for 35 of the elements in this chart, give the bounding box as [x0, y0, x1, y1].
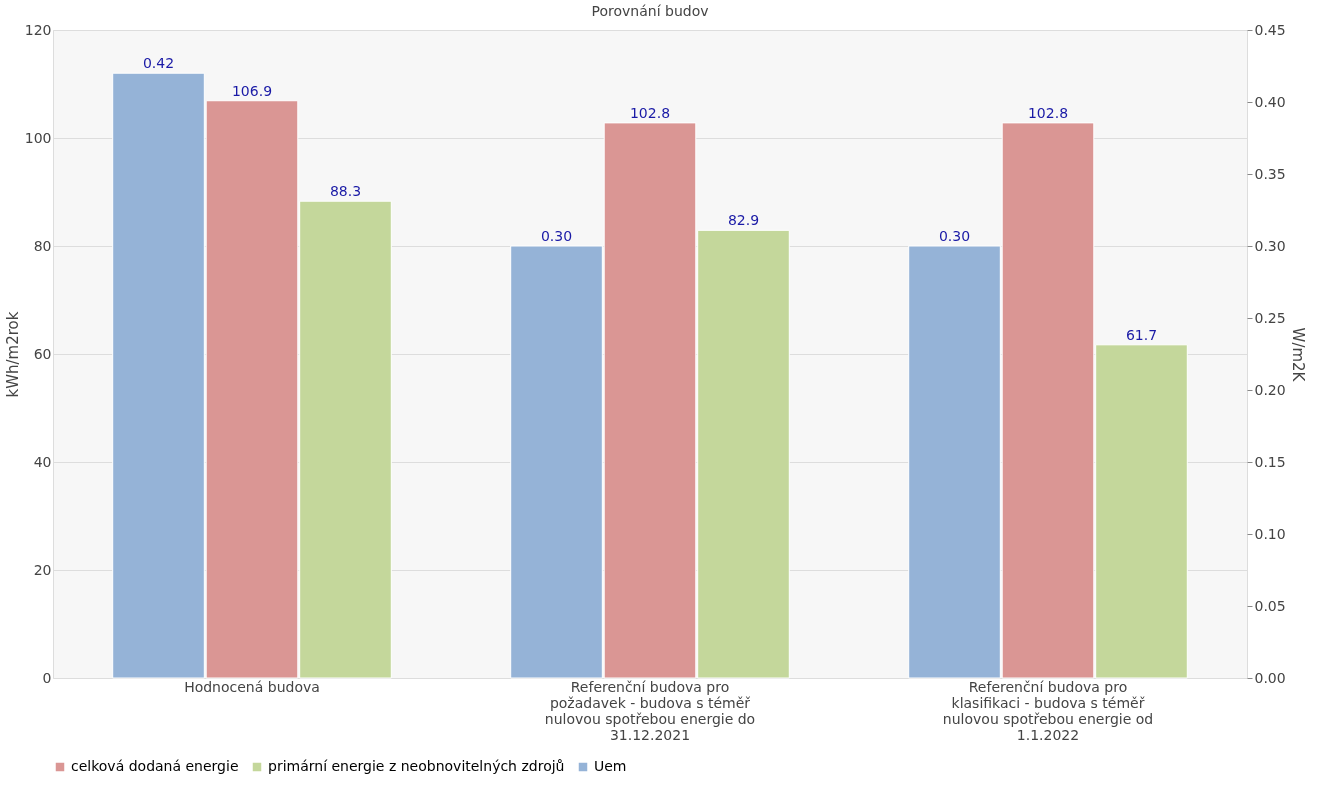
- legend-label: celková dodaná energie: [71, 758, 239, 774]
- y-tick-label: 120: [24, 21, 52, 38]
- y-axis-title: kWh/m2rok: [3, 311, 22, 398]
- data-label: 0.42: [142, 55, 175, 72]
- y2-tick-label: 0.00: [1254, 669, 1286, 686]
- y2-tick-label: 0.35: [1254, 165, 1286, 182]
- data-label: 102.8: [1027, 104, 1069, 121]
- data-label: 0.30: [540, 228, 573, 244]
- y-tick-label: 20: [33, 561, 52, 578]
- legend-label: Uem: [594, 758, 627, 774]
- y-tick-label: 0: [42, 669, 52, 686]
- x-tick-label: Referenční budova pro klasifikaci - budova s téměř nulovou spotřebou energie od 1.1.2022: [942, 678, 1154, 743]
- y-tick-label: 60: [33, 345, 52, 362]
- data-label: 61.7: [1125, 326, 1158, 343]
- y-tick-label: 100: [24, 129, 52, 146]
- y2-tick-label: 0.15: [1254, 453, 1286, 470]
- y2-axis-title: W/m2K: [1288, 327, 1307, 383]
- x-tick-label: Hodnocená budova: [184, 678, 320, 695]
- data-label: 82.9: [727, 212, 760, 229]
- y-tick-label: 80: [33, 237, 52, 254]
- y2-tick-label: 0.20: [1254, 381, 1286, 398]
- chart-title: Porovnání budov: [591, 3, 709, 19]
- y2-tick-label: 0.05: [1254, 597, 1286, 614]
- data-label: 106.9: [231, 82, 273, 99]
- data-label: 0.30: [938, 228, 971, 244]
- data-label: 88.3: [329, 183, 362, 200]
- y2-tick-label: 0.40: [1254, 93, 1286, 110]
- x-tick-label: Referenční budova pro požadavek - budova s téměř nulovou spotřebou energie do 31.12.2021: [544, 678, 756, 743]
- y2-tick-label: 0.10: [1254, 525, 1286, 542]
- y-tick-label: 40: [33, 453, 52, 470]
- y2-tick-label: 0.45: [1254, 21, 1286, 38]
- y2-tick-label: 0.30: [1254, 237, 1286, 254]
- y2-tick-label: 0.25: [1254, 309, 1286, 326]
- legend-label: primární energie z neobnovitelných zdrojů: [268, 758, 565, 774]
- data-label: 102.8: [629, 104, 671, 121]
